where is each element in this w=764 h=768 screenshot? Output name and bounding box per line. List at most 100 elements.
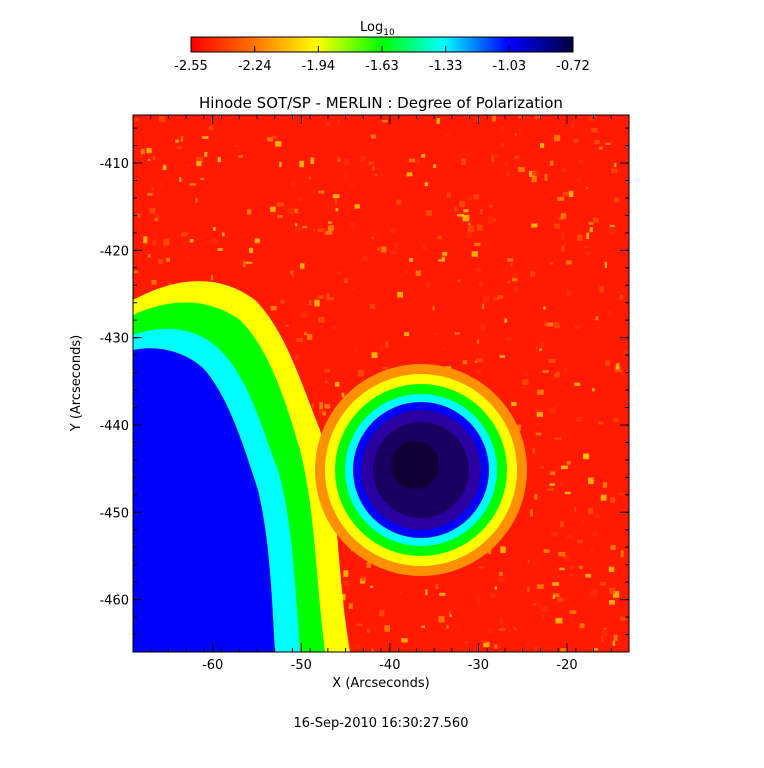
heatmap-speck [323, 228, 326, 234]
colorbar-tick-label: -0.72 [556, 59, 590, 74]
heatmap-speck [436, 584, 439, 588]
heatmap-speck [234, 144, 239, 148]
heatmap-speck [623, 350, 628, 358]
heatmap-speck [208, 125, 214, 131]
heatmap-speck [477, 339, 480, 344]
heatmap-speck [158, 115, 166, 123]
heatmap-speck [562, 191, 569, 196]
heatmap-speck [200, 177, 205, 181]
heatmap-speck [536, 584, 544, 589]
heatmap-speck [613, 634, 618, 641]
heatmap-speck [533, 645, 539, 651]
heatmap-speck [597, 326, 600, 329]
heatmap-speck [275, 141, 282, 147]
heatmap-speck [478, 566, 485, 569]
heatmap-speck [480, 209, 483, 215]
heatmap-speck [449, 614, 452, 617]
heatmap-speck [504, 162, 509, 167]
heatmap-speck [542, 370, 549, 373]
heatmap-speck [588, 477, 594, 485]
heatmap-speck [531, 176, 537, 183]
heatmap-speck [344, 172, 347, 180]
heatmap-speck [137, 213, 141, 218]
heatmap-speck [526, 641, 529, 646]
heatmap-speck [501, 143, 504, 147]
heatmap-speck [555, 403, 558, 408]
x-tick-label: -30 [468, 658, 489, 673]
heatmap-speck [384, 625, 391, 632]
heatmap-speck [324, 380, 328, 383]
heatmap-speck [404, 332, 410, 337]
heatmap-speck [473, 117, 480, 122]
heatmap-speck [514, 155, 520, 159]
heatmap-speck [611, 169, 618, 173]
sunspot [315, 364, 527, 576]
heatmap-speck [163, 238, 170, 246]
heatmap-speck [574, 325, 581, 330]
heatmap-speck [614, 163, 617, 168]
heatmap-speck [318, 316, 325, 323]
heatmap-speck [497, 294, 504, 300]
heatmap-speck [336, 270, 342, 274]
heatmap-speck [443, 347, 446, 350]
heatmap-speck [247, 209, 252, 215]
heatmap-speck [360, 578, 366, 584]
y-tick-label: -450 [99, 506, 129, 521]
heatmap-speck [432, 306, 435, 311]
heatmap-speck [471, 251, 478, 257]
heatmap-speck [466, 231, 472, 238]
heatmap-speck [482, 296, 490, 304]
heatmap-speck [558, 217, 565, 220]
heatmap-speck [507, 280, 510, 284]
heatmap-speck [552, 595, 555, 599]
heatmap-speck [271, 135, 278, 139]
heatmap-speck [201, 136, 209, 139]
heatmap-speck [518, 128, 521, 133]
heatmap-speck [467, 196, 472, 201]
heatmap-speck [579, 159, 584, 165]
heatmap-speck [294, 208, 298, 213]
heatmap-speck [608, 566, 615, 573]
heatmap-speck [356, 643, 361, 648]
heatmap-speck [438, 616, 445, 623]
heatmap-speck [592, 648, 598, 651]
heatmap-speck [566, 260, 572, 265]
heatmap-speck [416, 158, 420, 163]
heatmap-speck [532, 171, 539, 176]
heatmap-speck [535, 432, 542, 436]
heatmap-speck [560, 465, 568, 470]
heatmap-speck [514, 285, 519, 293]
heatmap-speck [290, 270, 293, 275]
heatmap-speck [147, 158, 151, 162]
heatmap-speck [299, 160, 305, 168]
heatmap-speck [498, 577, 505, 583]
heatmap-speck [270, 305, 277, 311]
heatmap-speck [566, 289, 572, 297]
heatmap-speck [598, 421, 604, 425]
heatmap-speck [401, 638, 408, 643]
heatmap-speck [266, 137, 274, 142]
heatmap-speck [422, 244, 427, 250]
heatmap-speck [591, 128, 598, 133]
heatmap-speck [585, 573, 592, 578]
heatmap-speck [332, 194, 340, 199]
heatmap-speck [549, 262, 554, 265]
date-label: 16-Sep-2010 16:30:27.560 [294, 716, 469, 731]
heatmap-speck [620, 370, 625, 376]
y-tick-label: -430 [99, 332, 129, 347]
heatmap-speck [619, 616, 627, 621]
heatmap-speck [500, 126, 505, 132]
heatmap-speck [240, 260, 244, 265]
heatmap-speck [601, 635, 604, 643]
heatmap-speck [361, 256, 369, 261]
heatmap-speck [371, 236, 374, 239]
heatmap-speck [152, 156, 156, 160]
colorbar-ticks: -2.55 -2.24 -1.94 -1.63 -1.33 -1.03 -0.72 [174, 46, 590, 74]
heatmap-speck [446, 192, 451, 198]
heatmap-speck [514, 627, 517, 631]
heatmap-speck [613, 591, 620, 598]
heatmap-speck [406, 172, 413, 177]
heatmap-speck [327, 225, 334, 231]
heatmap-speck [151, 280, 157, 285]
